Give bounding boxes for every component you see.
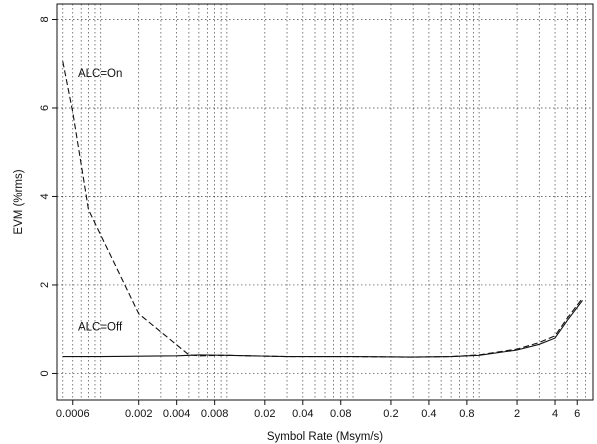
x-tick-label: 0.0006 [56,408,90,420]
annotations: ALC=On ALC=Off [78,68,123,334]
y-tick-label: 4 [39,193,51,199]
alc-off-series-line [62,300,583,358]
x-tick-label: 6 [574,408,580,420]
x-tick-label: 0.08 [330,408,351,420]
x-tick-label: 0.04 [292,408,313,420]
annotation-alc-on: ALC=On [78,68,122,80]
plot-frame [56,3,594,401]
x-tick-label: 2 [514,408,520,420]
annotation-alc-off: ALC=Off [78,322,123,334]
x-tick-label: 0.008 [201,408,229,420]
alc-on-series-line [62,61,583,358]
x-tick-label: 0.02 [254,408,275,420]
y-axis-label: EVM (%rms) [13,169,25,234]
axis-ticks: 0.0006 0.002 0.004 0.008 0.02 0.04 0.08 0.2 0.4 0… [39,16,580,420]
y-tick-label: 8 [39,16,51,22]
series-group [62,61,583,358]
x-axis-label: Symbol Rate (Msym/s) [267,431,383,443]
x-tick-label: 4 [552,408,558,420]
y-tick-label: 2 [39,282,51,288]
y-tick-label: 0 [39,370,51,376]
x-tick-label: 0.004 [163,408,191,420]
x-tick-label: 0.002 [125,408,153,420]
grid [57,4,593,400]
x-tick-label: 0.2 [383,408,398,420]
x-tick-label: 0.4 [421,408,436,420]
x-tick-label: 0.8 [459,408,474,420]
y-tick-label: 6 [39,105,51,111]
